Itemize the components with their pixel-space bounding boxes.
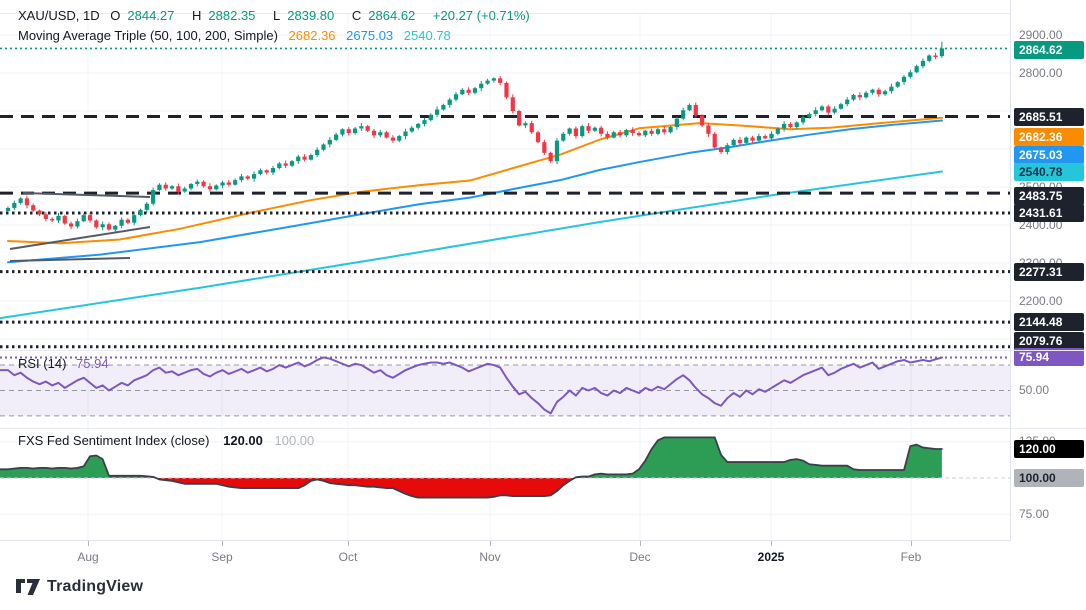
axis-price-badge: 2675.03 bbox=[1014, 146, 1084, 164]
axis-price-badge: 2682.36 bbox=[1014, 128, 1084, 146]
ma100-line bbox=[7, 119, 943, 264]
time-axis-tick bbox=[88, 541, 89, 546]
axis-label: 2900.00 bbox=[1019, 28, 1063, 42]
axis-price-badge: 2685.51 bbox=[1014, 108, 1084, 126]
pane-top-border bbox=[0, 13, 1011, 14]
axis-label: 2800.00 bbox=[1019, 66, 1063, 80]
time-axis-label: Aug bbox=[77, 550, 99, 564]
axis-price-badge: 2540.78 bbox=[1014, 163, 1084, 181]
ma50-line bbox=[7, 116, 943, 245]
symbol-title: XAU/USD, 1D bbox=[18, 8, 100, 23]
time-axis-label: Feb bbox=[900, 550, 922, 564]
time-axis-tick bbox=[348, 541, 349, 546]
tradingview-logo-icon bbox=[16, 578, 40, 595]
ma100-value: 2675.03 bbox=[346, 28, 394, 43]
time-axis-label: Oct bbox=[338, 550, 358, 564]
symbol-legend[interactable]: XAU/USD, 1D O 2844.27 H 2882.35 L 2839.80 C… bbox=[18, 8, 537, 23]
pane-separator-main-rsi[interactable] bbox=[0, 350, 1086, 351]
sentiment-line bbox=[0, 436, 943, 499]
axis-price-badge: 2144.48 bbox=[1014, 313, 1084, 331]
sentiment-area-positive bbox=[0, 437, 942, 478]
rsi-legend[interactable]: RSI (14) 75.94 bbox=[18, 356, 109, 371]
axis-label: 50.00 bbox=[1019, 383, 1050, 397]
time-axis-tick bbox=[911, 541, 912, 546]
time-axis-label: Sep bbox=[211, 550, 233, 564]
axis-price-badge: 120.00 bbox=[1014, 440, 1084, 458]
axis-price-badge: 2079.76 bbox=[1014, 332, 1084, 350]
sentiment-title: FXS Fed Sentiment Index (close) bbox=[18, 433, 210, 448]
axis-label: 75.00 bbox=[1019, 507, 1050, 521]
time-axis-label: 2025 bbox=[757, 550, 785, 564]
high-value: H 2882.35 bbox=[192, 8, 256, 23]
low-value: L 2839.80 bbox=[273, 8, 335, 23]
axis-price-badge: 2483.75 bbox=[1014, 187, 1084, 205]
sentiment-legend[interactable]: FXS Fed Sentiment Index (close) 120.00 1… bbox=[18, 433, 314, 448]
close-value: C 2864.62 bbox=[351, 8, 416, 23]
pane-separator-rsi-sentiment[interactable] bbox=[0, 428, 1086, 429]
axis-price-badge: 2277.31 bbox=[1014, 263, 1084, 281]
axis-price-badge: 75.94 bbox=[1014, 348, 1084, 366]
trendline bbox=[9, 257, 131, 262]
time-axis[interactable]: Aug Sep Oct Nov Dec 2025 Feb bbox=[0, 540, 1011, 573]
axis-price-badge: 2864.62 bbox=[1014, 41, 1084, 59]
ma200-line bbox=[0, 170, 943, 320]
price-axis[interactable]: 2900.002800.002500.002400.002300.002200.… bbox=[1010, 0, 1086, 540]
rsi-value: 75.94 bbox=[76, 356, 109, 371]
time-axis-label: Dec bbox=[629, 550, 651, 564]
time-axis-tick bbox=[771, 541, 772, 546]
ma50-value: 2682.36 bbox=[288, 28, 336, 43]
change-value: +20.27 (+0.71%) bbox=[432, 8, 530, 23]
ma-title: Moving Average Triple (50, 100, 200, Sim… bbox=[18, 28, 278, 43]
candlestick-series bbox=[5, 41, 944, 232]
sentiment-baseline-value: 100.00 bbox=[274, 433, 315, 448]
rsi-title: RSI (14) bbox=[18, 356, 67, 371]
time-axis-tick bbox=[222, 541, 223, 546]
open-value: O 2844.27 bbox=[110, 8, 175, 23]
tradingview-logo-text: TradingView bbox=[47, 578, 144, 595]
ma-legend[interactable]: Moving Average Triple (50, 100, 200, Sim… bbox=[18, 28, 458, 43]
tradingview-logo[interactable]: TradingView bbox=[16, 578, 143, 596]
rsi-line bbox=[0, 356, 943, 415]
sentiment-area-negative bbox=[0, 478, 942, 498]
time-axis-tick bbox=[640, 541, 641, 546]
sentiment-value: 120.00 bbox=[223, 433, 263, 448]
trendline bbox=[22, 192, 151, 198]
axis-price-badge: 100.00 bbox=[1014, 469, 1084, 487]
time-axis-tick bbox=[490, 541, 491, 546]
ma200-value: 2540.78 bbox=[403, 28, 451, 43]
trendline bbox=[9, 226, 151, 250]
axis-label: 2200.00 bbox=[1019, 294, 1063, 308]
time-axis-label: Nov bbox=[479, 550, 501, 564]
axis-price-badge: 2431.61 bbox=[1014, 204, 1084, 222]
